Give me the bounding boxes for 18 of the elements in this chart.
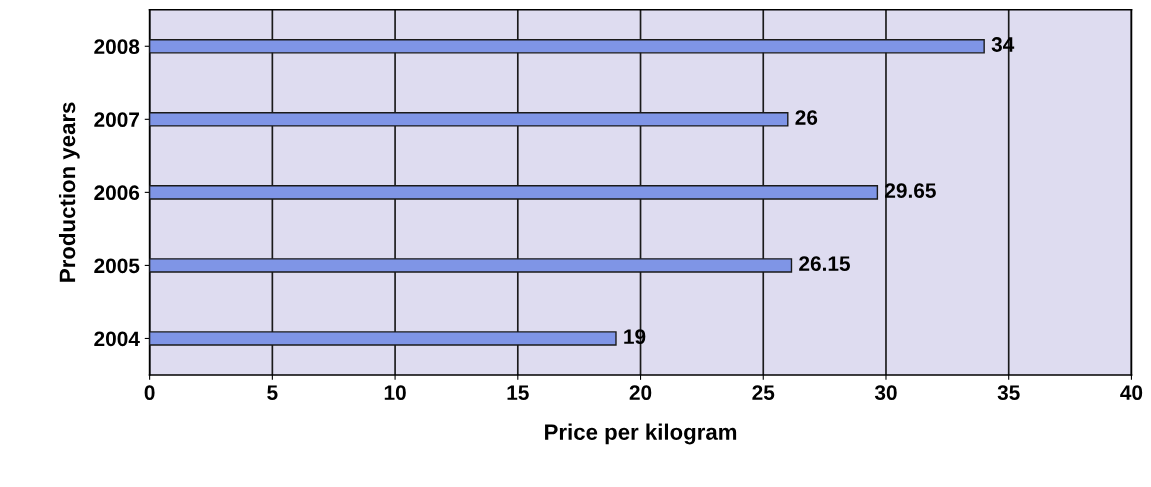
y-axis-title: Production years <box>58 102 80 282</box>
x-tick-label: 0 <box>144 385 155 401</box>
x-tick-label: 40 <box>1120 385 1143 401</box>
x-tick-label: 15 <box>507 385 529 401</box>
y-tick-label: 2004 <box>94 331 140 347</box>
y-tick-label: 2006 <box>94 185 140 201</box>
y-tick-label: 2007 <box>94 112 139 128</box>
x-tick-label: 25 <box>752 385 775 401</box>
data-label: 26.15 <box>799 256 850 272</box>
y-tick-label: 2005 <box>94 258 140 274</box>
data-label: 26 <box>795 110 818 125</box>
x-tick-label: 30 <box>874 385 897 401</box>
x-tick-label: 35 <box>997 385 1020 401</box>
x-tick-label: 10 <box>384 385 406 401</box>
y-tick-label: 2008 <box>94 39 140 55</box>
x-axis-title: Price per kilogram <box>545 423 737 445</box>
x-tick-label: 5 <box>267 385 278 401</box>
x-tick-label: 20 <box>629 385 652 401</box>
